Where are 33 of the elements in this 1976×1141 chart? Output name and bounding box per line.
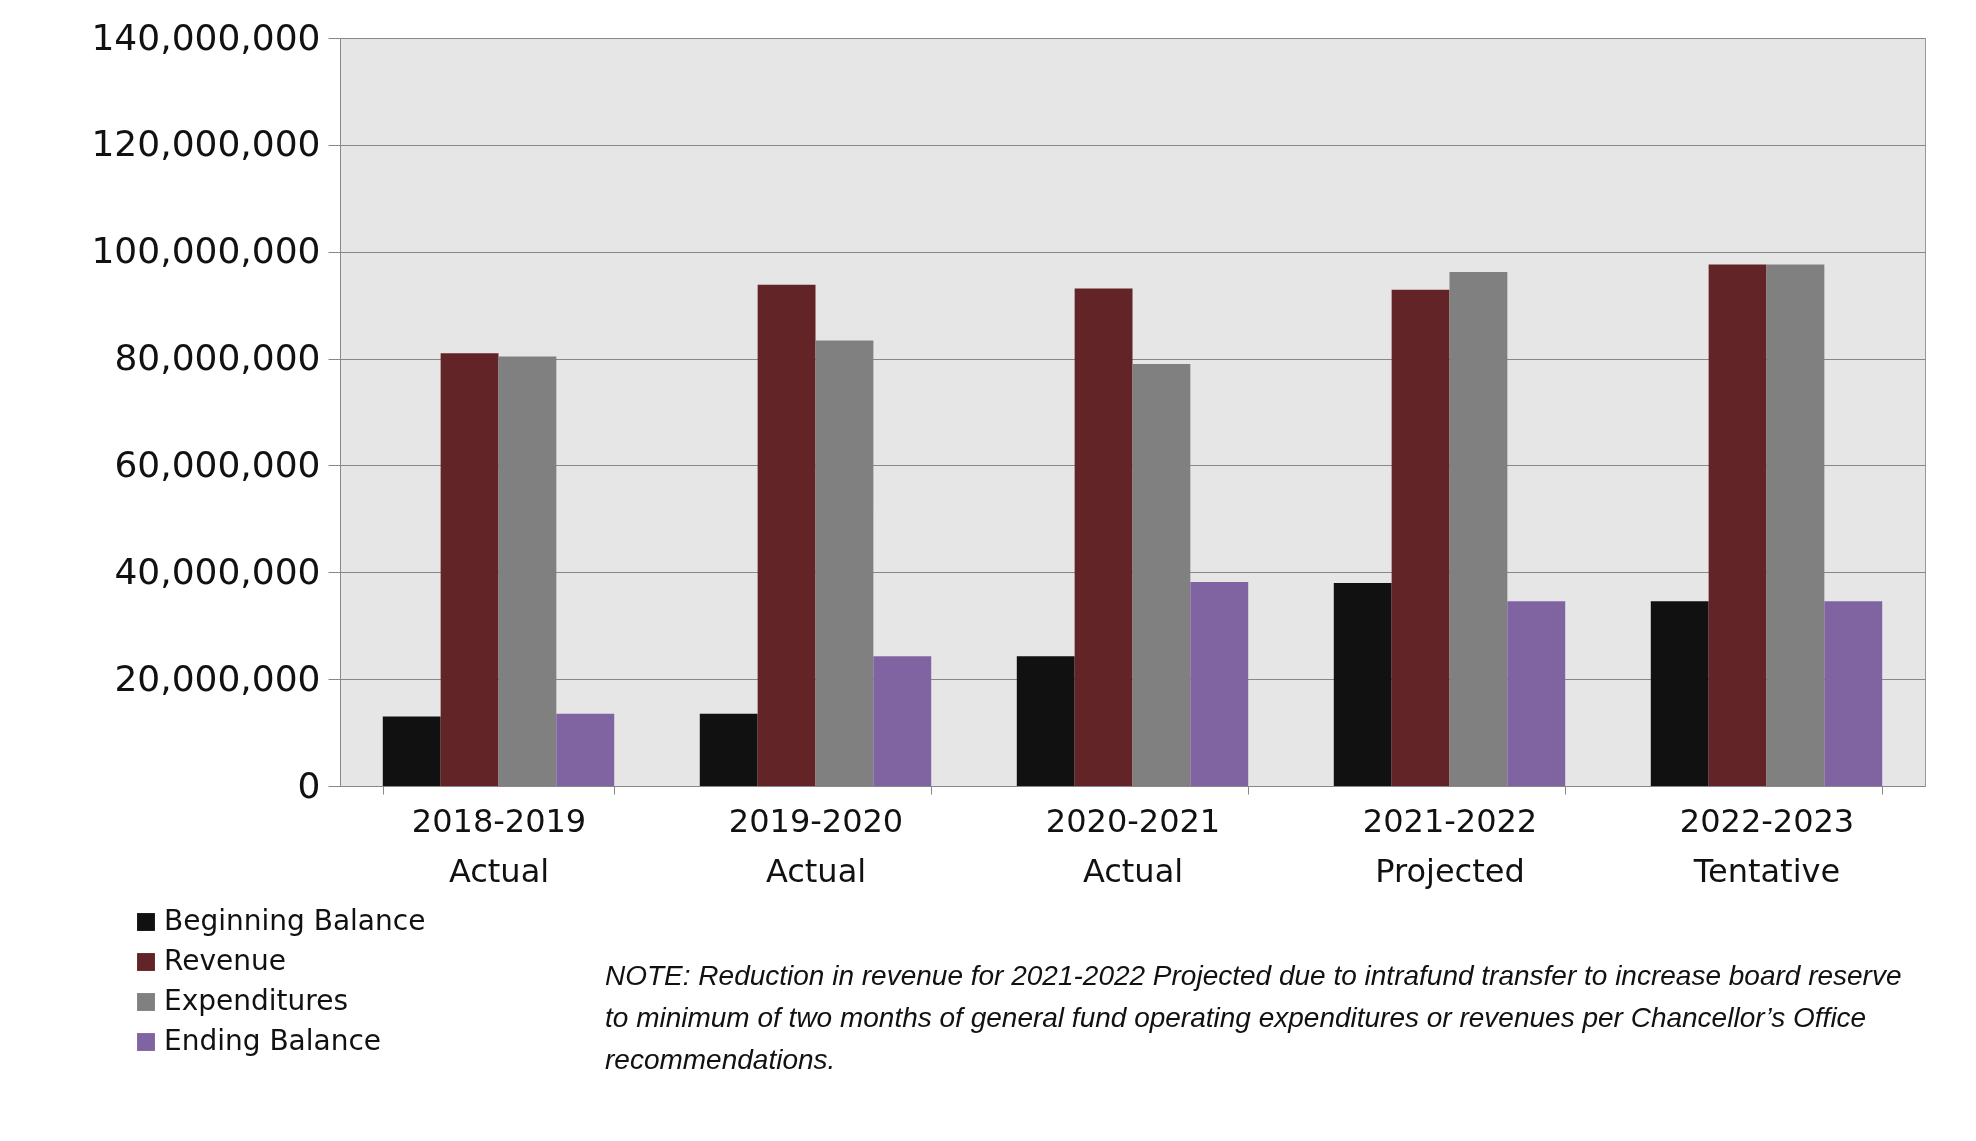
bar (1190, 581, 1249, 786)
y-tick-label: 20,000,000 (114, 657, 321, 699)
bar (556, 713, 615, 786)
y-tick-label: 40,000,000 (114, 550, 321, 592)
x-tick-label: 2018-2019 Actual (411, 801, 587, 890)
text: NOTE: Reduction in revenue for 2021-2022 Projected due to intrafund transfer to increase board reserve to minimum of two months of general fund operating expenditures or revenues per Chancellor’s Office recommendations. (605, 959, 1903, 1077)
bar (1824, 601, 1883, 786)
legend-label: Revenue (164, 944, 286, 977)
y-tick-label: 120,000,000 (91, 123, 321, 165)
x-tick-label: 2022-2023 Tentative (1679, 801, 1855, 890)
bar (1650, 601, 1709, 786)
legend-label: Ending Balance (164, 1024, 382, 1057)
bar (1507, 601, 1566, 786)
y-tick-label: 100,000,000 (91, 230, 321, 272)
legend-label: Beginning Balance (164, 904, 426, 937)
y-tick-label: 80,000,000 (114, 337, 321, 379)
y-tick-label: 0 (297, 764, 321, 806)
x-tick-label: 2020-2021 Actual (1045, 801, 1221, 890)
bar (1391, 289, 1450, 786)
y-tick-label: 60,000,000 (114, 443, 321, 485)
bar (1074, 288, 1133, 786)
bar (873, 656, 932, 786)
bar (1333, 582, 1392, 786)
legend-label: Expenditures (164, 984, 348, 1017)
bar (1016, 656, 1075, 786)
bar (699, 713, 758, 786)
bar (757, 284, 816, 786)
bar (440, 353, 499, 786)
bar (1708, 264, 1767, 786)
bar (382, 716, 441, 786)
x-tick-label: 2021-2022 Projected (1362, 801, 1538, 890)
y-tick-label: 140,000,000 (91, 16, 321, 58)
x-tick-label: 2019-2020 Actual (728, 801, 904, 890)
